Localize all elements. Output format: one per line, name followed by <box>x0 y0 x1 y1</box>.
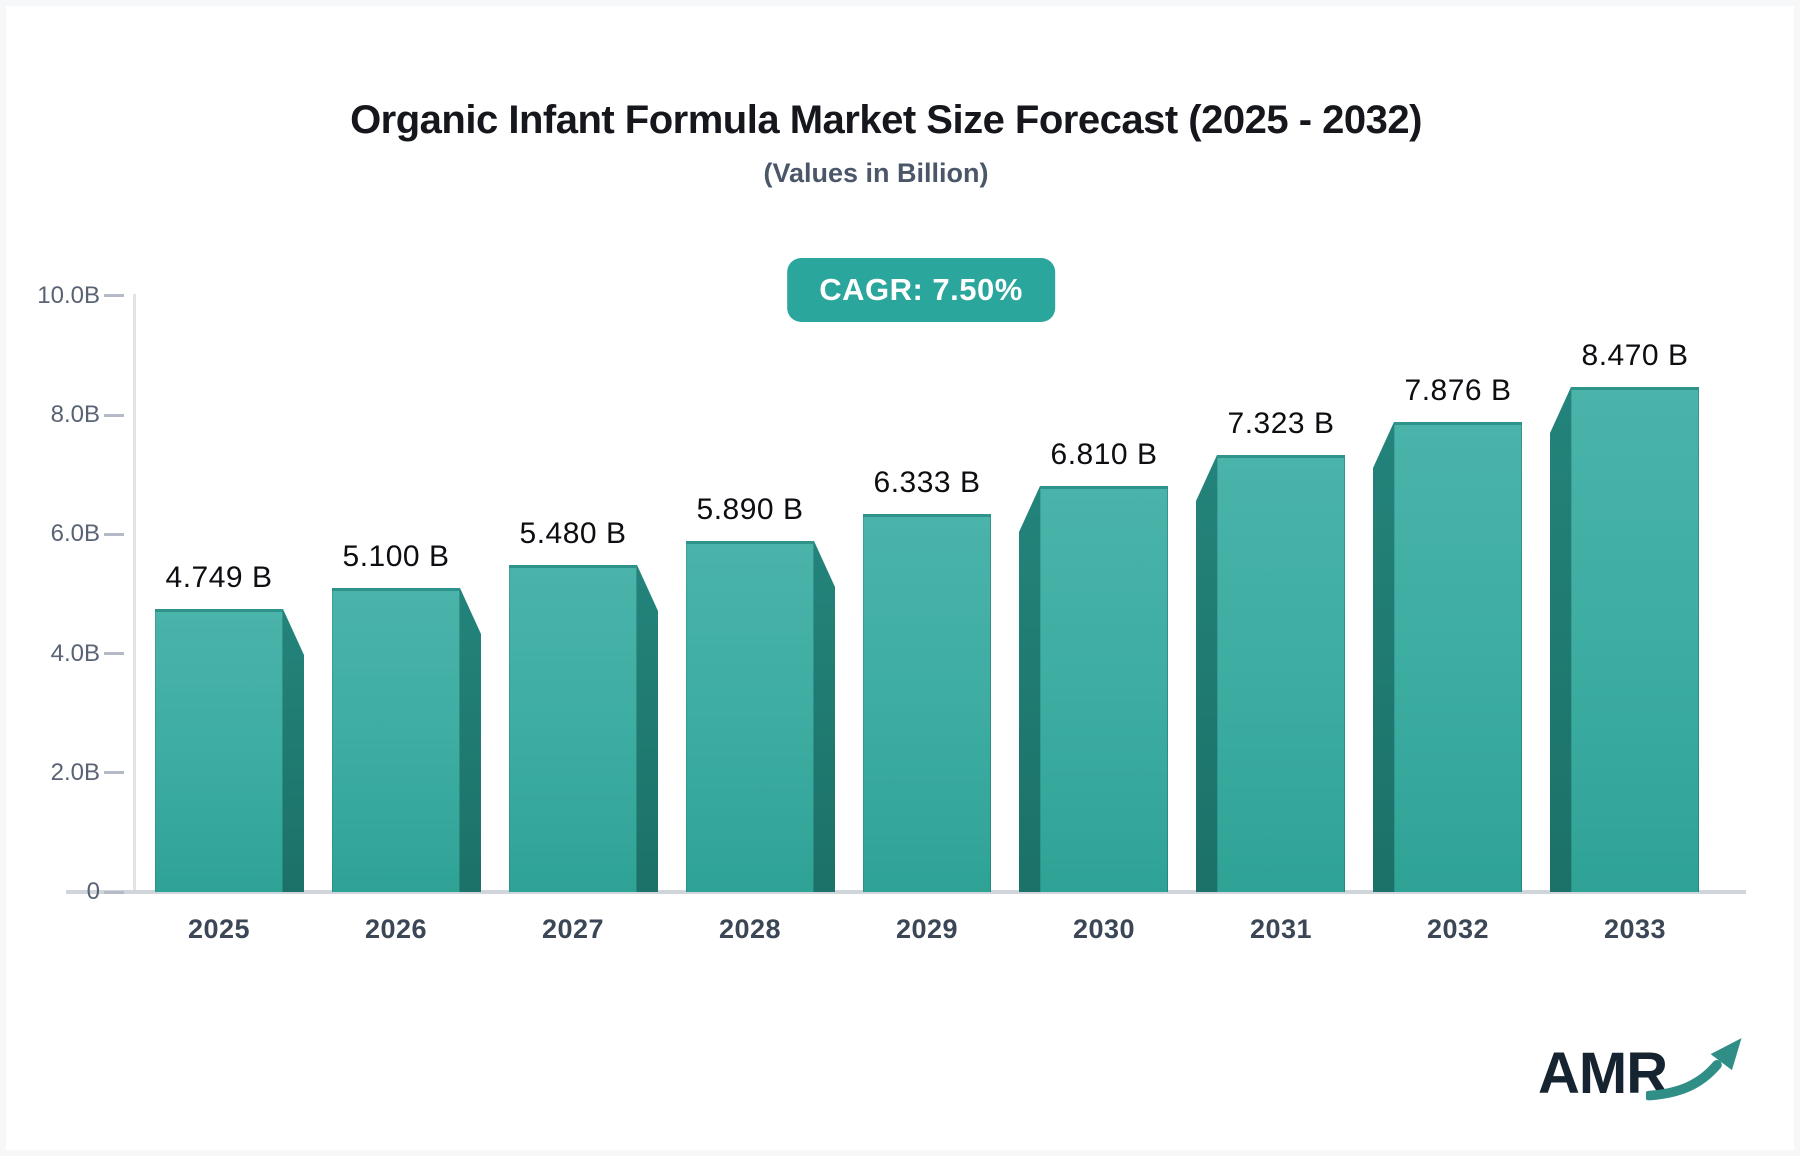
y-axis-tick-label: 4.0B <box>50 639 100 667</box>
bar-value-label: 4.749 B <box>165 561 273 594</box>
bar-value-label: 5.100 B <box>342 540 450 573</box>
bar-side-face <box>814 541 835 892</box>
y-axis-tick <box>104 532 124 536</box>
bar-side-face <box>460 588 481 892</box>
x-axis-category-label: 2028 <box>718 914 782 944</box>
bar-2032 <box>1394 422 1522 892</box>
x-axis-category-label: 2026 <box>364 914 428 944</box>
y-axis-tick <box>104 294 124 298</box>
bar-side-face <box>637 565 658 892</box>
bar-2031 <box>1217 455 1345 892</box>
bar-2027 <box>509 565 637 892</box>
amr-logo: AMR <box>1528 1034 1748 1118</box>
bar-value-label: 5.480 B <box>519 517 627 550</box>
bar-2028 <box>686 541 814 892</box>
bar-value-label: 6.810 B <box>1050 438 1158 471</box>
x-axis-category-label: 2027 <box>541 914 605 944</box>
y-axis-tick-label: 10.0B <box>37 281 100 309</box>
chart-card: Organic Infant Formula Market Size Forec… <box>6 6 1794 1150</box>
bar-2025 <box>155 609 283 892</box>
bar-side-face <box>1550 387 1571 892</box>
y-axis-line <box>133 294 136 893</box>
cagr-badge: CAGR: 7.50% <box>787 258 1055 322</box>
x-axis-category-label: 2033 <box>1603 914 1667 944</box>
bar-2026 <box>332 588 460 892</box>
bar-2033 <box>1571 387 1699 892</box>
y-axis-tick-label: 0 <box>86 878 100 905</box>
bar-side-face <box>1373 422 1394 892</box>
x-axis-category-label: 2031 <box>1249 914 1313 944</box>
x-axis-category-label: 2029 <box>895 914 959 944</box>
x-axis-category-label: 2032 <box>1426 914 1490 944</box>
x-axis-category-label: 2025 <box>187 914 251 944</box>
growth-arrow-icon <box>1646 1038 1742 1101</box>
bar-value-label: 8.470 B <box>1581 339 1689 372</box>
y-axis-tick-label: 2.0B <box>50 758 100 786</box>
x-axis-line <box>66 890 1746 894</box>
bar-2030 <box>1040 486 1168 892</box>
chart-subtitle: (Values in Billion) <box>763 158 989 188</box>
bar-value-label: 7.323 B <box>1227 407 1335 440</box>
bar-side-face <box>1019 486 1040 892</box>
bar-value-label: 6.333 B <box>873 466 981 499</box>
y-axis-tick <box>104 771 124 775</box>
y-axis-tick-label: 6.0B <box>50 520 100 548</box>
bar-2029 <box>863 514 991 892</box>
y-axis-tick <box>104 890 124 894</box>
x-axis-category-label: 2030 <box>1072 914 1136 944</box>
y-axis-tick <box>104 413 124 417</box>
bar-value-label: 7.876 B <box>1404 374 1512 407</box>
bar-value-label: 5.890 B <box>696 493 804 526</box>
chart-title: Organic Infant Formula Market Size Forec… <box>350 98 1422 142</box>
bar-side-face <box>1196 455 1217 892</box>
bar-side-face <box>283 609 304 892</box>
y-axis-tick-label: 8.0B <box>50 401 100 429</box>
y-axis-tick <box>104 652 124 656</box>
